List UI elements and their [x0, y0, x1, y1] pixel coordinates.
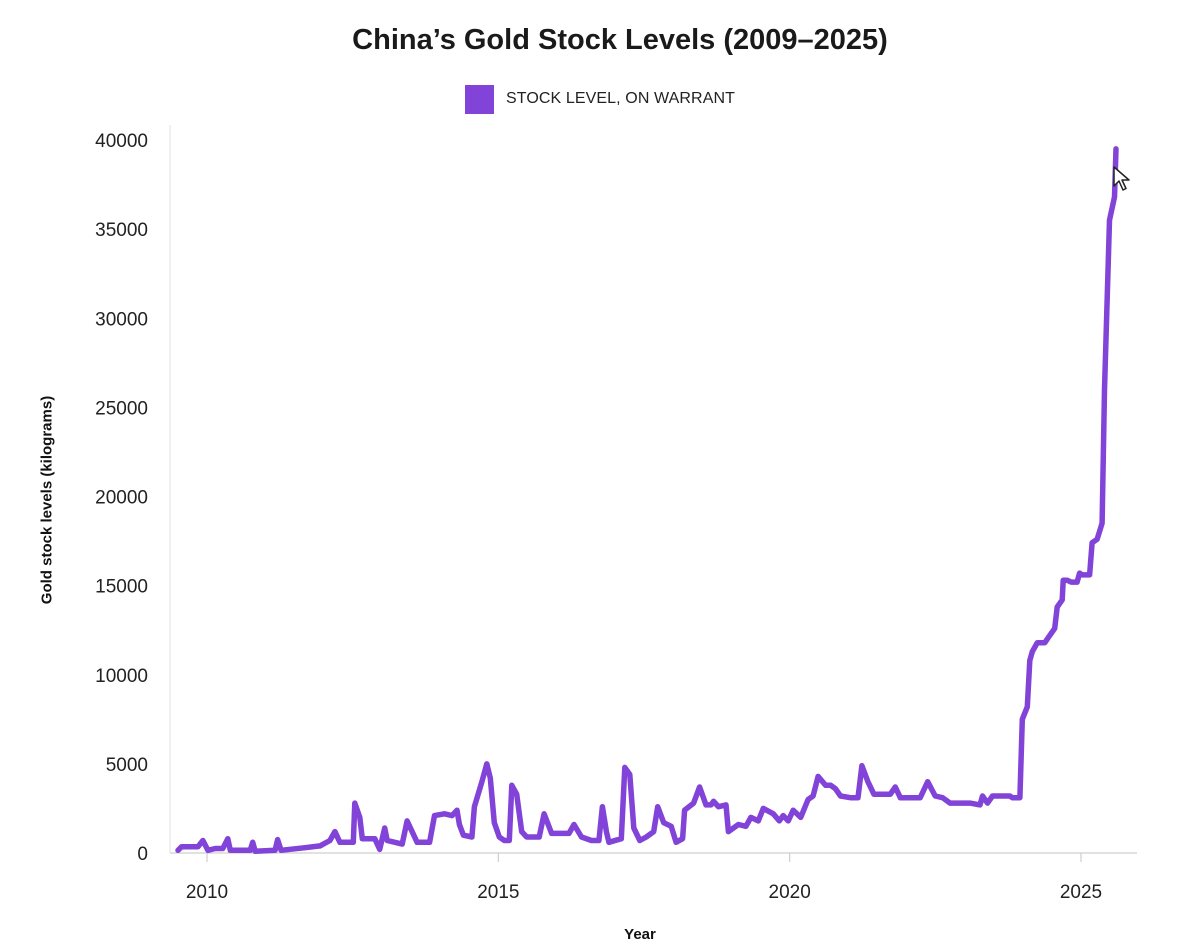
- y-tick-label: 20000: [95, 488, 148, 509]
- x-tick-label: 2025: [1060, 882, 1102, 903]
- legend: STOCK LEVEL, ON WARRANT: [465, 84, 735, 114]
- x-tick-label: 2020: [769, 882, 811, 903]
- y-tick-label: 35000: [95, 220, 148, 241]
- y-tick-label: 0: [137, 844, 148, 865]
- x-axis-label: Year: [624, 926, 656, 943]
- x-tick-label: 2015: [477, 882, 519, 903]
- series-line-stock-level: [175, 146, 1119, 854]
- x-tick-label: 2010: [186, 882, 228, 903]
- legend-swatch: [465, 84, 494, 114]
- y-tick-label: 40000: [95, 131, 148, 152]
- mouse-cursor-icon: [1113, 166, 1130, 191]
- legend-label: STOCK LEVEL, ON WARRANT: [506, 90, 736, 107]
- y-tick-label: 10000: [95, 666, 148, 687]
- y-tick-label: 25000: [95, 398, 148, 419]
- y-tick-label: 15000: [95, 577, 148, 598]
- y-tick-label: 30000: [95, 309, 148, 330]
- chart-title: China’s Gold Stock Levels (2009–2025): [352, 24, 888, 56]
- y-tick-label: 5000: [106, 755, 148, 776]
